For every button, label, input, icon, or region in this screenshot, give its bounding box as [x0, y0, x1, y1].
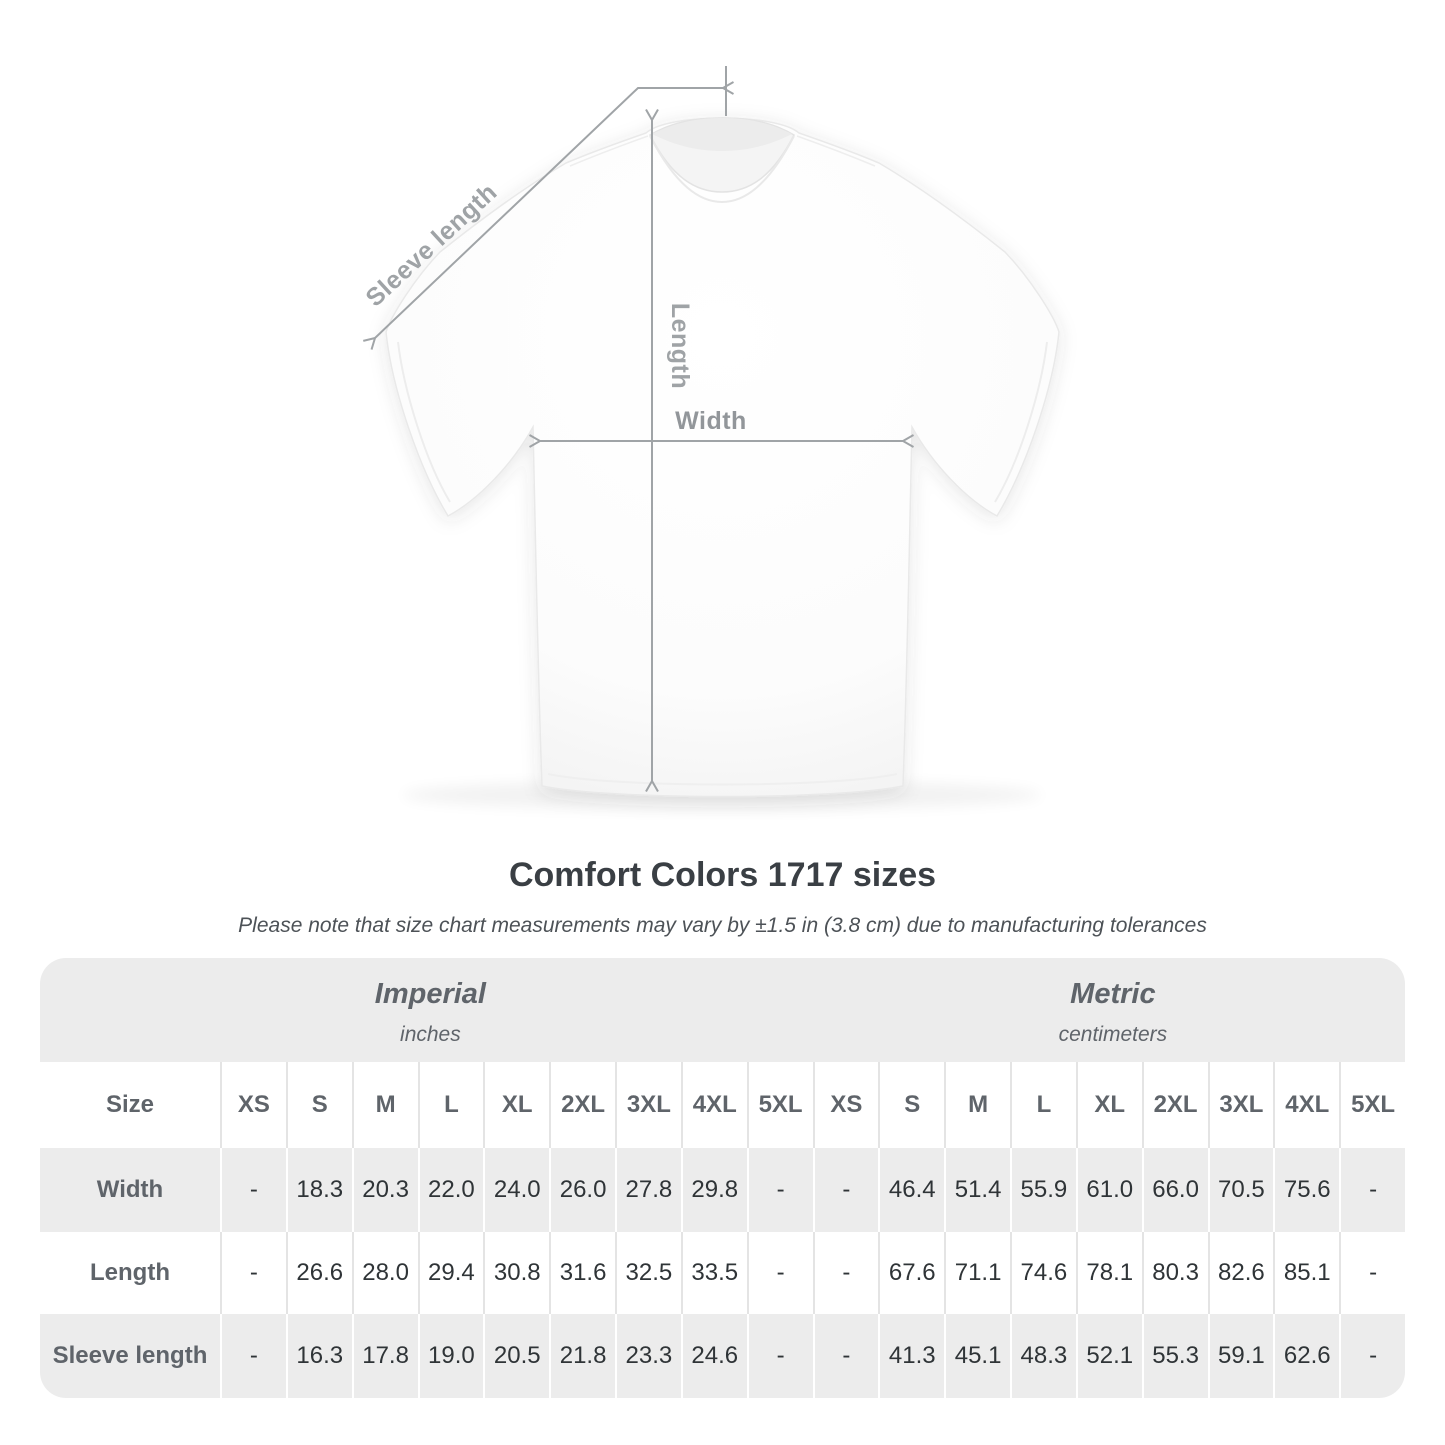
size-col-header: 3XL: [615, 1062, 681, 1148]
value-cell: 66.0: [1141, 1148, 1208, 1232]
size-col-header: 2XL: [549, 1062, 615, 1148]
value-cell: 23.3: [615, 1314, 681, 1398]
value-cell: 48.3: [1010, 1314, 1076, 1398]
value-cell: 46.4: [878, 1148, 945, 1232]
size-col-header: 4XL: [680, 1062, 747, 1148]
size-col-header: S: [878, 1062, 945, 1148]
size-col-header: XS: [812, 1062, 879, 1148]
value-cell: 22.0: [417, 1148, 484, 1232]
size-col-header: 5XL: [1339, 1062, 1405, 1148]
value-cell: 45.1: [944, 1314, 1010, 1398]
value-cell: 41.3: [878, 1314, 945, 1398]
size-col-header: L: [417, 1062, 484, 1148]
hem-seam: [547, 773, 898, 786]
value-cell: 29.4: [417, 1232, 484, 1314]
value-cell: 85.1: [1273, 1232, 1340, 1314]
size-corner-header: Size: [40, 1062, 220, 1148]
metric-unit: centimeters: [1058, 1022, 1168, 1046]
value-cell: 52.1: [1075, 1314, 1142, 1398]
value-cell: -: [746, 1148, 813, 1232]
size-col-header: S: [285, 1062, 352, 1148]
size-col-header: XL: [483, 1062, 550, 1148]
value-cell: -: [1339, 1314, 1405, 1398]
row-label: Length: [40, 1232, 220, 1314]
size-table: Imperial inches Metric centimeters Size …: [40, 958, 1405, 1398]
value-cell: -: [1339, 1232, 1405, 1314]
size-col-header: 2XL: [1141, 1062, 1208, 1148]
value-cell: -: [220, 1314, 286, 1398]
value-cell: 18.3: [285, 1148, 352, 1232]
size-grid: Size XS S M L XL 2XL 3XL 4XL 5XL XS S M …: [40, 1062, 1405, 1398]
size-col-header: M: [351, 1062, 418, 1148]
value-cell: -: [220, 1232, 286, 1314]
value-cell: -: [746, 1232, 813, 1314]
size-col-header: M: [944, 1062, 1010, 1148]
tshirt-body: [385, 117, 1060, 798]
value-cell: -: [1339, 1148, 1405, 1232]
row-label: Sleeve length: [40, 1314, 220, 1398]
cuff-seam-left: [397, 341, 451, 503]
value-cell: -: [812, 1232, 879, 1314]
value-cell: 33.5: [680, 1232, 747, 1314]
size-col-header: XS: [220, 1062, 286, 1148]
sleeve-length-arrow: [363, 81, 734, 350]
shoulder-seam-right: [796, 135, 876, 167]
value-cell: 20.3: [351, 1148, 418, 1232]
value-cell: 74.6: [1010, 1232, 1076, 1314]
value-cell: -: [220, 1148, 286, 1232]
value-cell: -: [812, 1148, 879, 1232]
tshirt-graphic: [385, 117, 1060, 798]
value-cell: 17.8: [351, 1314, 418, 1398]
imperial-group: Imperial inches: [40, 958, 821, 1062]
value-cell: 16.3: [285, 1314, 352, 1398]
measurement-lines: [363, 66, 914, 792]
row-label: Width: [40, 1148, 220, 1232]
metric-group: Metric centimeters: [821, 958, 1405, 1062]
value-cell: 24.0: [483, 1148, 550, 1232]
tolerance-note: Please note that size chart measurements…: [238, 914, 1207, 937]
value-cell: 30.8: [483, 1232, 550, 1314]
length-label: Length: [666, 303, 694, 389]
metric-label: Metric: [1070, 977, 1156, 1010]
value-cell: 55.9: [1010, 1148, 1076, 1232]
value-cell: 78.1: [1075, 1232, 1142, 1314]
value-cell: 61.0: [1075, 1148, 1142, 1232]
value-cell: 71.1: [944, 1232, 1010, 1314]
value-cell: 75.6: [1273, 1148, 1340, 1232]
value-cell: 55.3: [1141, 1314, 1208, 1398]
value-cell: -: [812, 1314, 879, 1398]
size-col-header: 3XL: [1207, 1062, 1274, 1148]
value-cell: -: [746, 1314, 813, 1398]
value-cell: 20.5: [483, 1314, 550, 1398]
value-cell: 67.6: [878, 1232, 945, 1314]
value-cell: 24.6: [680, 1314, 747, 1398]
value-cell: 62.6: [1273, 1314, 1340, 1398]
units-band: Imperial inches Metric centimeters: [40, 958, 1405, 1062]
value-cell: 27.8: [615, 1148, 681, 1232]
value-cell: 19.0: [417, 1314, 484, 1398]
cuff-seam-right: [994, 341, 1048, 503]
size-col-header: XL: [1075, 1062, 1142, 1148]
value-cell: 32.5: [615, 1232, 681, 1314]
value-cell: 26.0: [549, 1148, 615, 1232]
value-cell: 80.3: [1141, 1232, 1208, 1314]
value-cell: 26.6: [285, 1232, 352, 1314]
value-cell: 31.6: [549, 1232, 615, 1314]
size-col-header: L: [1010, 1062, 1076, 1148]
size-col-header: 4XL: [1273, 1062, 1340, 1148]
value-cell: 70.5: [1207, 1148, 1274, 1232]
size-col-header: 5XL: [746, 1062, 813, 1148]
value-cell: 29.8: [680, 1148, 747, 1232]
imperial-unit: inches: [400, 1022, 461, 1046]
imperial-label: Imperial: [374, 977, 486, 1010]
value-cell: 51.4: [944, 1148, 1010, 1232]
value-cell: 28.0: [351, 1232, 418, 1314]
value-cell: 59.1: [1207, 1314, 1274, 1398]
tshirt-measurement-diagram: Sleeve length Length Width: [360, 66, 1060, 810]
value-cell: 21.8: [549, 1314, 615, 1398]
value-cell: 82.6: [1207, 1232, 1274, 1314]
width-label: Width: [675, 407, 747, 435]
page-title: Comfort Colors 1717 sizes: [508, 856, 937, 894]
